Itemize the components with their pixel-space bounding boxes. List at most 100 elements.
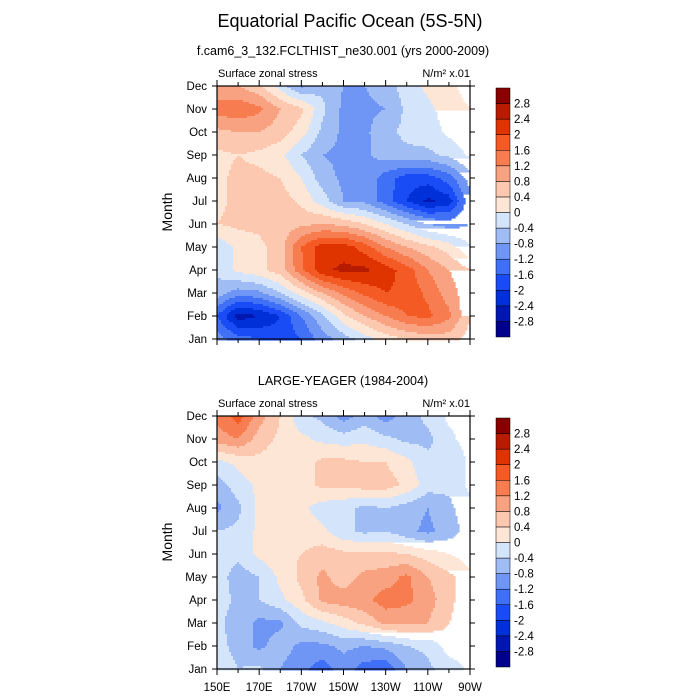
contour-cell: [323, 280, 352, 283]
contour-cell: [391, 450, 464, 453]
contour-cell: [233, 264, 268, 267]
contour-cell: [421, 416, 446, 419]
colorbar-label: 2: [514, 460, 520, 472]
contour-cell: [249, 480, 316, 483]
contour-cell: [225, 626, 254, 629]
contour-cell: [241, 504, 256, 507]
contour-cell: [341, 650, 348, 653]
contour-cell: [447, 172, 460, 175]
contour-cell: [271, 124, 296, 127]
contour-cell: [443, 298, 460, 301]
contour-cell: [445, 494, 470, 497]
contour-cell: [279, 426, 298, 429]
y-tick-label: Nov: [187, 104, 208, 116]
contour-cell: [431, 614, 452, 617]
contour-cell: [441, 240, 466, 243]
contour-cell: [293, 260, 304, 263]
contour-cell: [241, 156, 286, 159]
contour-cell: [273, 572, 298, 575]
contour-cell: [317, 618, 350, 621]
contour-cell: [293, 198, 314, 201]
contour-cell: [311, 104, 326, 107]
contour-cell: [339, 126, 372, 129]
contour-cell: [387, 608, 434, 611]
contour-cell: [301, 610, 322, 613]
contour-cell: [427, 508, 430, 511]
contour-cell: [397, 130, 442, 133]
contour-cell: [355, 524, 422, 527]
contour-cell: [217, 436, 234, 439]
contour-cell: [423, 422, 448, 425]
contour-cell: [323, 116, 340, 119]
contour-cell: [229, 586, 260, 589]
contour-cell: [457, 202, 466, 205]
contour-cell: [395, 250, 418, 253]
contour-cell: [395, 476, 418, 479]
contour-cell: [269, 300, 286, 303]
y-tick-label: Aug: [187, 173, 207, 185]
contour-cell: [301, 114, 314, 117]
contour-cell: [435, 206, 456, 209]
contour-cell: [385, 246, 408, 249]
contour-cell: [363, 252, 382, 255]
contour-cell: [217, 312, 220, 315]
contour-cell: [369, 326, 392, 329]
contour-cell: [279, 110, 304, 113]
contour-cell: [257, 430, 278, 433]
contour-cell: [295, 620, 324, 623]
contour-field: [217, 86, 470, 341]
contour-cell: [281, 608, 300, 611]
contour-cell: [299, 174, 316, 177]
contour-cell: [431, 444, 460, 447]
contour-cell: [227, 576, 260, 579]
contour-cell: [415, 470, 466, 473]
contour-cell: [293, 250, 302, 253]
contour-cell: [381, 262, 402, 265]
contour-cell: [303, 254, 316, 257]
contour-cell: [277, 176, 302, 179]
contour-cell: [265, 562, 298, 565]
contour-cell: [227, 190, 288, 193]
contour-cell: [303, 592, 320, 595]
contour-cell: [379, 418, 394, 421]
contour-cell: [453, 208, 464, 211]
colorbar-label: -2.8: [514, 316, 534, 328]
contour-cell: [403, 216, 424, 219]
contour-cell: [271, 324, 294, 327]
contour-cell: [431, 580, 456, 583]
contour-cell: [329, 160, 432, 163]
contour-cell: [217, 460, 224, 463]
colorbar-box: [495, 321, 511, 338]
contour-cell: [317, 584, 336, 587]
contour-cell: [249, 90, 268, 93]
contour-cell: [431, 198, 452, 201]
contour-cell: [319, 590, 382, 593]
contour-cell: [405, 230, 428, 233]
contour-cell: [311, 166, 334, 169]
contour-cell: [353, 648, 386, 651]
contour-cell: [389, 224, 410, 227]
contour-cell: [365, 624, 448, 627]
colorbar-box: [495, 290, 511, 307]
contour-cell: [399, 484, 420, 487]
contour-cell: [429, 620, 450, 623]
contour-cell: [235, 662, 284, 665]
contour-cell: [231, 594, 260, 597]
contour-cell: [393, 418, 422, 421]
contour-cell: [281, 310, 294, 313]
contour-cell: [413, 268, 428, 271]
contour-cell: [417, 478, 466, 481]
contour-cell: [403, 110, 436, 113]
contour-cell: [433, 522, 458, 525]
contour-cell: [427, 448, 430, 451]
contour-cell: [229, 588, 260, 591]
contour-cell: [233, 658, 288, 661]
contour-cell: [217, 450, 264, 453]
contour-cell: [291, 290, 306, 293]
contour-cell: [277, 576, 298, 579]
contour-cell: [395, 182, 448, 185]
contour-cell: [217, 266, 234, 269]
contour-cell: [299, 280, 312, 283]
contour-cell: [339, 330, 358, 333]
contour-cell: [393, 496, 422, 499]
